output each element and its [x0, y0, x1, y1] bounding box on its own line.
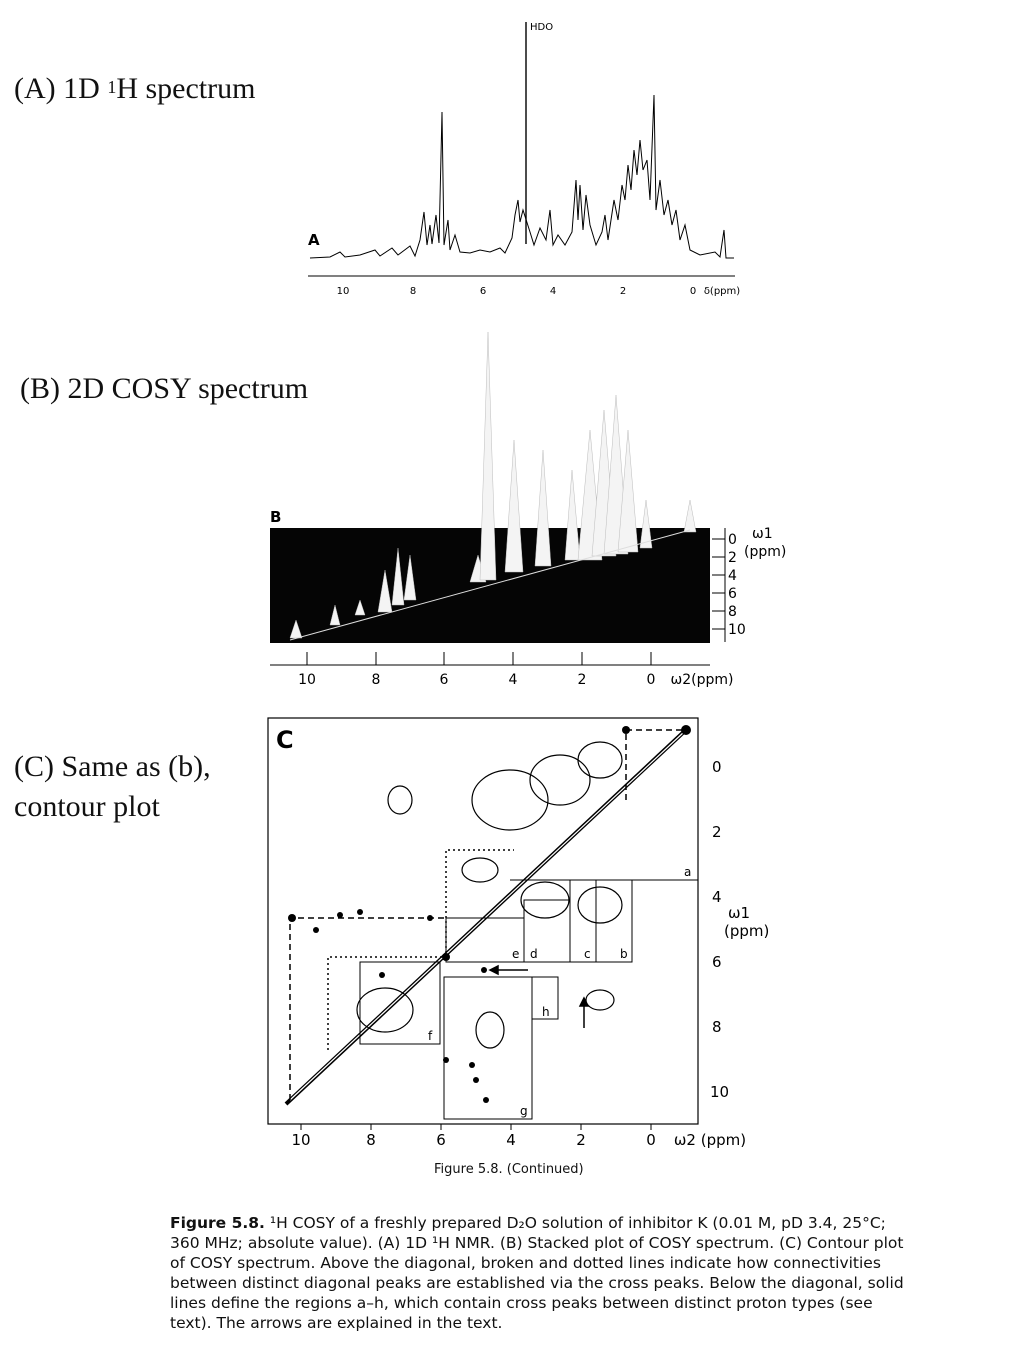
panel-b-w2-ticks: 10 8 6 4 2 0 ω2(ppm)	[298, 652, 733, 688]
panel-c-frame	[267, 717, 699, 1125]
panel-a-tick: 2	[620, 286, 626, 297]
label-c-line2: contour plot	[14, 790, 160, 823]
panel-b-diagonal	[289, 529, 691, 641]
panel-b-w2-tick: 6	[440, 672, 449, 688]
region-label-h: h	[542, 1005, 550, 1019]
panel-b-w2-unit: ω2(ppm)	[671, 672, 734, 688]
cross-peak-dots	[288, 725, 691, 1103]
panel-a-tick: 10	[337, 286, 350, 297]
region-label-a: a	[684, 865, 691, 879]
panel-b-w2-tick: 2	[578, 672, 587, 688]
panel-b-w1-unit-line2: (ppm)	[744, 544, 786, 560]
panel-a-ticks: 10 8 6 4 2 0 δ(ppm)	[337, 286, 741, 297]
panel-c-w2-tick: 4	[506, 1131, 516, 1149]
panel-c-w2-tick: 8	[366, 1131, 376, 1149]
region-label-g: g	[520, 1104, 528, 1118]
panel-c-w2-tick: 2	[576, 1131, 586, 1149]
panel-c-w1-ticks: 0 2 4 6 8 10 ω1 (ppm)	[710, 758, 769, 1101]
panel-c-w2-unit: ω2 (ppm)	[674, 1131, 746, 1149]
panel-c-w1-unit-line2: (ppm)	[724, 922, 769, 940]
panel-b-w1-tick: 10	[728, 622, 746, 638]
panel-c-letter: C	[276, 726, 294, 754]
spectrum-trace	[309, 94, 734, 259]
panel-b-w2-tick: 0	[647, 672, 656, 688]
region-boxes	[359, 879, 698, 1120]
panel-b-w2-tick: 10	[298, 672, 316, 688]
label-b: (B) 2D COSY spectrum	[20, 372, 309, 405]
panel-b-w1-tick: 8	[728, 604, 737, 620]
panel-c-w1-unit-line1: ω1	[728, 904, 750, 922]
panel-a-tick: 6	[480, 286, 486, 297]
panel-c-w1-tick: 2	[712, 823, 722, 841]
label-a: (A) 1D 1H spectrum	[14, 72, 256, 105]
stacked-peaks	[289, 331, 697, 639]
panel-a-tick: 0	[690, 286, 696, 297]
panel-b-w1-tick: 4	[728, 568, 737, 584]
panel-a-1d-spectrum: A HDO 10 8 6 4 2 0 δ(ppm)	[308, 22, 741, 297]
panel-b-w2-tick: 4	[509, 672, 518, 688]
caption-text: ¹H COSY of a freshly prepared D₂O soluti…	[170, 1214, 904, 1332]
region-label-e: e	[512, 947, 519, 961]
panel-c-w2-tick: 6	[436, 1131, 446, 1149]
panel-b-w1-tick: 2	[728, 550, 737, 566]
panel-a-letter: A	[308, 231, 320, 249]
panel-b-letter: B	[270, 508, 281, 526]
region-label-f: f	[428, 1029, 433, 1043]
annotation-arrows	[488, 964, 590, 1028]
region-label-d: d	[530, 947, 538, 961]
panel-b-stacked-plot: B 10 8 6 4 2 0 ω2(ppm)	[270, 331, 786, 688]
panel-c-w1-tick: 6	[712, 953, 722, 971]
region-labels: a b c d e f g h	[428, 865, 691, 1118]
panel-c-w1-tick: 8	[712, 1018, 722, 1036]
panel-c-w1-tick: 0	[712, 758, 722, 776]
caption-lead: Figure 5.8.	[170, 1214, 265, 1232]
panel-a-axis-unit: δ(ppm)	[704, 286, 740, 297]
panel-c-contour-plot: C a b c	[267, 717, 769, 1149]
panel-b-w1-ticks: 0 2 4 6 8 10 ω1 (ppm)	[712, 526, 786, 638]
region-label-c: c	[584, 947, 591, 961]
hdo-label: HDO	[530, 22, 553, 33]
panel-a-tick: 8	[410, 286, 416, 297]
label-c-line1: (C) Same as (b),	[14, 750, 211, 783]
panel-b-w2-tick: 8	[372, 672, 381, 688]
region-label-b: b	[620, 947, 628, 961]
panel-a-tick: 4	[550, 286, 556, 297]
figure-continued-label: Figure 5.8. (Continued)	[434, 1162, 584, 1177]
panel-b-w1-unit-line1: ω1	[752, 526, 773, 542]
panel-c-w2-tick: 10	[291, 1131, 310, 1149]
panel-b-w1-tick: 0	[728, 532, 737, 548]
panel-c-w2-tick: 0	[646, 1131, 656, 1149]
panel-b-w1-tick: 6	[728, 586, 737, 602]
figure-caption: Figure 5.8. ¹H COSY of a freshly prepare…	[170, 1213, 910, 1333]
panel-c-w1-tick: 10	[710, 1083, 729, 1101]
panel-c-w2-ticks: 10 8 6 4 2 0 ω2 (ppm)	[291, 1124, 746, 1149]
panel-c-w1-tick: 4	[712, 888, 722, 906]
